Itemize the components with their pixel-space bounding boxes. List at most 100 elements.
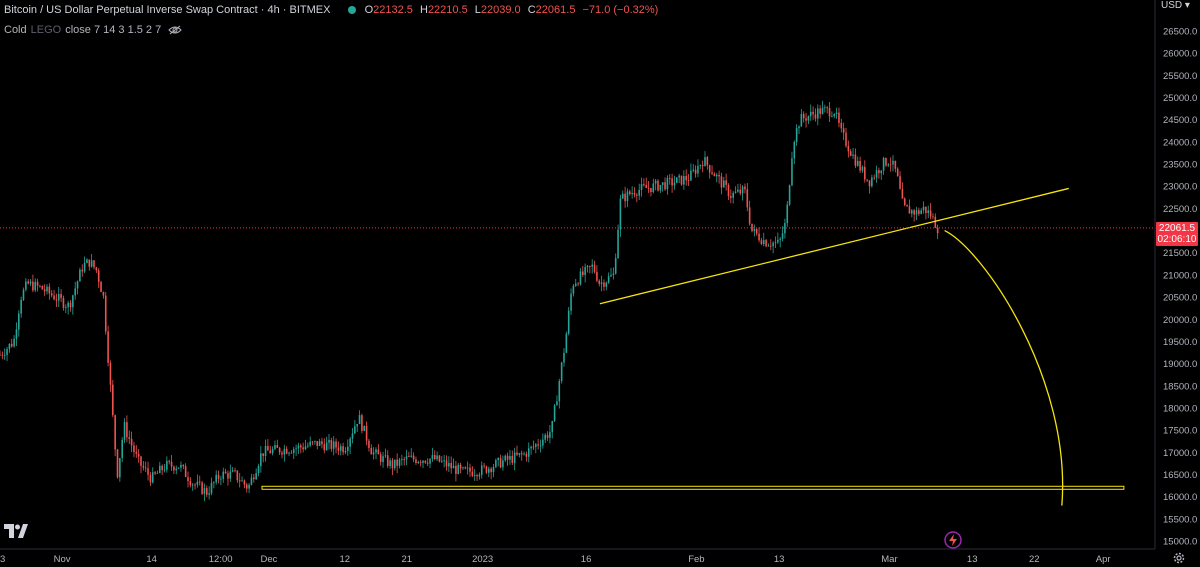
candle-body — [676, 177, 678, 183]
candle-body — [184, 466, 187, 478]
price-tick-label: 17500.0 — [1163, 426, 1197, 437]
price-axis[interactable]: 26500.0 26000.0 25500.0 25000.0 24500.0 24000… — [1163, 27, 1197, 548]
candle-body — [339, 446, 342, 451]
candle-body — [112, 384, 114, 416]
candle-body — [739, 189, 742, 194]
candle-body — [3, 355, 6, 356]
candle-body — [25, 281, 27, 290]
candle-body — [398, 459, 401, 466]
candle-body — [224, 471, 227, 474]
candle-body — [175, 468, 178, 471]
candle-body — [368, 440, 370, 448]
candle-body — [222, 471, 225, 479]
candle-body — [189, 481, 192, 486]
price-tick-label: 24500.0 — [1163, 115, 1197, 126]
candle-body — [636, 194, 638, 196]
candle-body — [48, 286, 51, 294]
candle-body — [337, 447, 340, 451]
candle-body — [861, 166, 864, 171]
candle-body — [22, 289, 25, 300]
candle-body — [640, 184, 643, 190]
candle-body — [349, 438, 351, 447]
candle-body — [201, 482, 203, 494]
candle-body — [370, 447, 373, 455]
candle-body — [520, 453, 523, 455]
candle-body — [372, 452, 375, 455]
candle-body — [0, 354, 1, 356]
candle-body — [842, 128, 845, 133]
price-tick-label: 15500.0 — [1163, 514, 1197, 525]
price-tick-label: 26000.0 — [1163, 49, 1197, 60]
candle-body — [309, 441, 311, 446]
candle-body — [788, 185, 791, 205]
candle-body — [854, 154, 857, 166]
candle-body — [694, 169, 697, 174]
candle-body — [250, 477, 253, 485]
indicator-row[interactable]: Cold LEGO close 7 14 3 1.5 2 7 — [4, 22, 662, 38]
time-axis[interactable]: 23 Nov 14 12:00 Dec 12 21 2023 16 Feb 13 Mar 13 22 Apr — [0, 554, 1111, 565]
candle-body — [499, 457, 502, 468]
candle-body — [34, 281, 37, 291]
time-tick-label: 22 — [1029, 554, 1040, 565]
candle-body — [624, 193, 626, 202]
candle-body — [417, 461, 420, 464]
candle-body — [706, 157, 709, 166]
candle-body — [269, 450, 272, 454]
candle-body — [824, 107, 826, 109]
price-tick-label: 20000.0 — [1163, 315, 1197, 326]
symbol-title[interactable]: Bitcoin / US Dollar Perpetual Inverse Sw… — [4, 4, 331, 16]
candle-body — [433, 455, 436, 460]
candle-body — [617, 229, 619, 259]
candle-body — [753, 229, 756, 232]
candle-body — [100, 281, 102, 293]
candle-body — [391, 460, 394, 469]
candle-body — [603, 282, 605, 287]
candle-body — [828, 108, 831, 117]
candle-body — [147, 468, 149, 475]
candle-body — [457, 464, 460, 474]
eye-off-icon[interactable] — [168, 25, 182, 35]
candle-body — [88, 259, 91, 267]
tradingview-logo-icon[interactable] — [4, 524, 28, 538]
trendline[interactable] — [599, 187, 1069, 305]
candle-body — [46, 286, 48, 292]
candle-body — [809, 111, 812, 117]
candle-body — [243, 480, 246, 485]
candle-body — [335, 441, 337, 448]
gear-icon[interactable] — [1172, 551, 1186, 565]
candle-body — [260, 453, 262, 467]
candle-body — [570, 293, 572, 311]
candle-body — [715, 174, 718, 177]
candle-body — [896, 168, 899, 177]
candle-body — [455, 465, 457, 474]
candle-body — [227, 473, 229, 479]
candle-body — [920, 210, 922, 214]
candle-body — [683, 176, 685, 185]
candle-body — [443, 460, 445, 462]
candle-body — [8, 343, 11, 349]
candle-body — [262, 453, 264, 456]
candle-body — [814, 114, 817, 119]
candle-body — [441, 460, 443, 462]
candle-body — [922, 206, 925, 211]
candle-body — [741, 186, 744, 194]
high-value: 22210.5 — [427, 4, 468, 16]
projection-curve[interactable] — [944, 229, 1064, 506]
currency-selector[interactable]: USD ▾ — [1161, 0, 1190, 11]
candle-body — [659, 184, 662, 191]
flash-icon[interactable] — [944, 531, 962, 549]
candle-body — [605, 282, 608, 287]
candle-body — [612, 273, 615, 275]
candle-body — [607, 276, 610, 283]
support-band[interactable] — [261, 485, 1125, 490]
candle-body — [629, 191, 631, 195]
candle-body — [130, 438, 133, 446]
candle-body — [664, 182, 666, 190]
close-label: C — [527, 4, 536, 16]
candle-body — [236, 470, 239, 481]
candle-body — [687, 180, 690, 181]
candle-body — [307, 445, 309, 447]
candle-body — [203, 488, 206, 494]
candle-body — [27, 281, 29, 284]
